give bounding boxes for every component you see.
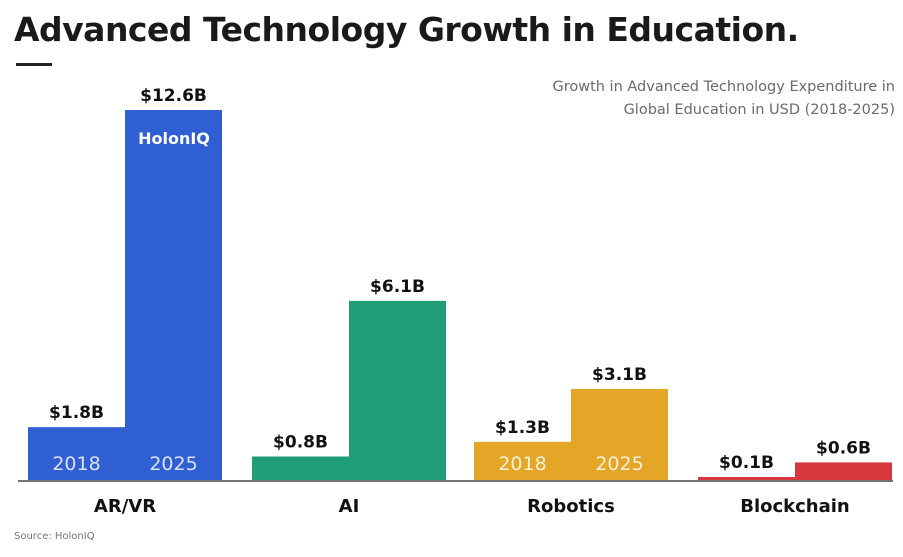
bar-ai-2025 [349,300,446,480]
bar-ar-vr-2018 [28,427,125,480]
year-label-robotics-2025: 2025 [595,453,643,475]
bar-ai-2018 [252,456,349,480]
value-label-blockchain-2018: $0.1B [719,453,774,473]
chart-title: Advanced Technology Growth in Education. [14,10,799,49]
bar-blockchain-2025 [795,462,892,480]
value-label-robotics-2018: $1.3B [495,418,550,438]
value-label-ar-vr-2025: $12.6B [140,86,207,106]
holoniq-logo: HolonIQ [138,129,210,148]
value-label-robotics-2025: $3.1B [592,365,647,385]
category-label-robotics: Robotics [527,496,615,517]
title-underline [16,63,52,66]
chart-subtitle: Growth in Advanced Technology Expenditur… [435,76,895,122]
bar-robotics-2018 [474,441,571,480]
bar-robotics-2025 [571,388,668,480]
value-label-ar-vr-2018: $1.8B [49,403,104,423]
year-label-ar-vr-2025: 2025 [149,453,197,475]
value-label-ai-2018: $0.8B [273,433,328,453]
value-label-ai-2025: $6.1B [370,277,425,297]
source-note: Source: HolonIQ [14,531,95,542]
bar-blockchain-2018 [698,477,795,480]
value-label-blockchain-2025: $0.6B [816,438,871,458]
bar-ar-vr-2025 [125,110,222,480]
category-label-blockchain: Blockchain [740,496,850,517]
year-label-ar-vr-2018: 2018 [52,453,100,475]
year-label-robotics-2018: 2018 [498,453,546,475]
subtitle-line-2: Global Education in USD (2018-2025) [623,102,895,118]
category-label-ai: AI [339,496,360,517]
subtitle-line-1: Growth in Advanced Technology Expenditur… [552,79,895,95]
category-label-ar-vr: AR/VR [94,496,156,517]
